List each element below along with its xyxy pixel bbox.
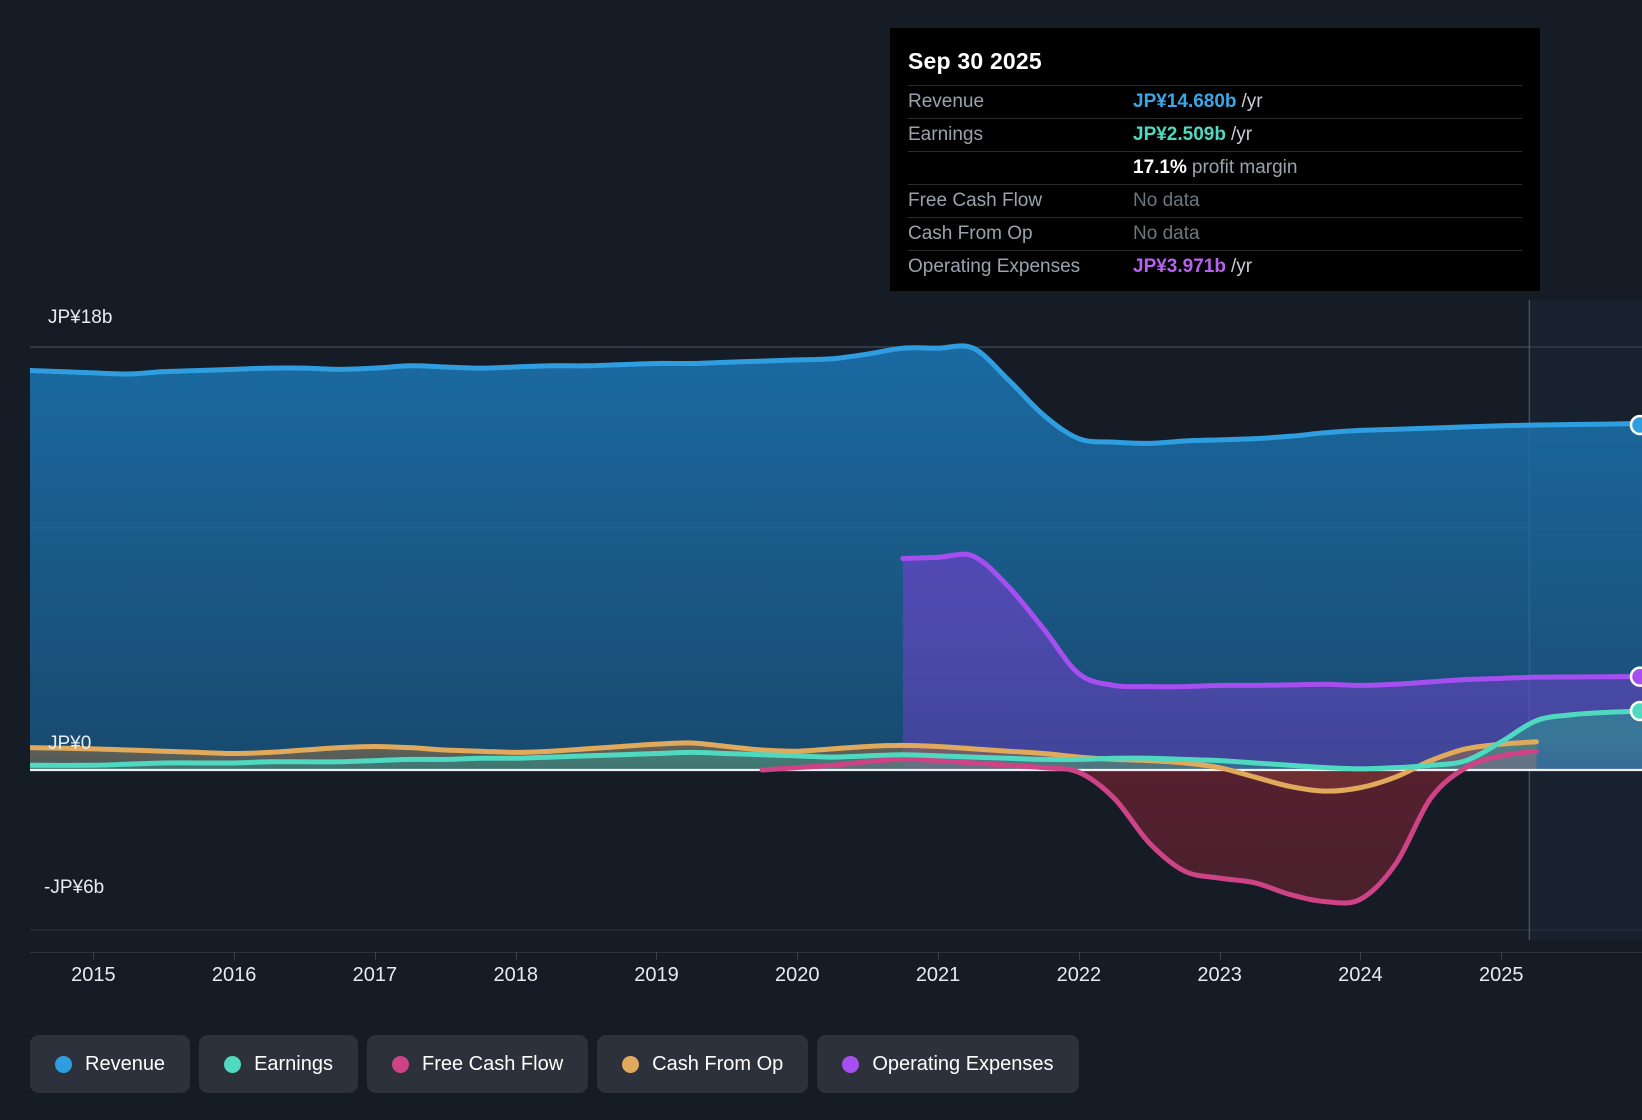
financials-tooltip: Sep 30 2025 Revenue JP¥14.680b/yr Earnings…: [890, 28, 1540, 291]
tooltip-row: Revenue JP¥14.680b/yr: [908, 85, 1522, 118]
x-axis-label: 2020: [775, 964, 820, 986]
legend-color-dot-icon: [392, 1055, 409, 1073]
tooltip-row-unit: /yr: [1230, 256, 1253, 277]
tooltip-row: Cash From Op No data: [908, 217, 1522, 250]
x-axis-tick: [1501, 952, 1503, 960]
legend-color-dot-icon: [622, 1055, 640, 1073]
tooltip-row-label: Free Cash Flow: [908, 190, 1043, 211]
financial-area-chart: [30, 300, 1642, 940]
tooltip-row-unit: profit margin: [1191, 157, 1298, 178]
x-axis-tick: [93, 952, 95, 960]
tooltip-row-value-wrap: JP¥2.509b/yr: [1133, 124, 1252, 146]
x-axis-label: 2018: [493, 964, 538, 986]
x-axis-tick: [797, 952, 799, 960]
operating-expenses-end-marker: [1629, 666, 1642, 687]
chart-plot-area: [0, 300, 1642, 960]
tooltip-row-label: Revenue: [908, 91, 985, 112]
legend-item-free-cash-flow[interactable]: Free Cash Flow: [367, 1035, 589, 1093]
x-axis-tick: [234, 952, 236, 960]
cash-from-op-line: [30, 739, 1539, 794]
earnings-end-marker: [1629, 700, 1642, 722]
tooltip-row-unit: /yr: [1241, 91, 1263, 112]
x-axis-tick: [1078, 952, 1080, 960]
tooltip-row: Operating Expenses JP¥3.971b/yr: [908, 250, 1522, 283]
x-axis-label: 2021: [915, 964, 961, 986]
x-axis-tick: [1219, 952, 1221, 960]
tooltip-row-value-wrap: JP¥14.680b/yr: [1133, 91, 1263, 113]
tooltip-row-value-wrap: No data: [1133, 190, 1200, 212]
tooltip-row-label: Earnings: [908, 124, 983, 145]
operating-expenses-line: [900, 551, 1642, 690]
x-axis: 2015 2016 2017 2018 2019 2020 2021 2022 2023 2024…: [0, 952, 1642, 998]
x-axis-tick: [1360, 952, 1362, 960]
tooltip-row-value: 17.1%: [1133, 157, 1187, 178]
free-cash-flow-line: [759, 748, 1539, 906]
tooltip-row-label: Operating Expenses: [908, 256, 1081, 277]
chart-legend: Revenue Earnings Free Cash Flow Cash From O…: [30, 1035, 1079, 1093]
x-axis-label: 2024: [1338, 964, 1383, 986]
y-axis-label-bottom: -JP¥6b: [44, 877, 105, 898]
legend-label: Revenue: [85, 1052, 166, 1075]
tooltip-rows: Revenue JP¥14.680b/yr Earnings JP¥2.509b/yr…: [908, 85, 1522, 283]
tooltip-row-value: No data: [1133, 190, 1200, 211]
tooltip-row-value: JP¥2.509b: [1133, 124, 1226, 145]
tooltip-row-value-wrap: 17.1% profit margin: [1133, 157, 1297, 179]
tooltip-row-value: JP¥14.680b: [1133, 91, 1237, 112]
x-axis-label: 2019: [634, 964, 679, 986]
x-axis-tick: [938, 952, 940, 960]
x-axis-label: 2025: [1478, 964, 1524, 986]
legend-label: Cash From Op: [652, 1052, 784, 1075]
tooltip-row-value: JP¥3.971b: [1133, 256, 1226, 277]
x-axis-label: 2023: [1197, 964, 1242, 986]
legend-label: Earnings: [254, 1052, 333, 1075]
x-axis-tick: [656, 952, 658, 960]
y-axis-label-zero: JP¥0: [48, 733, 92, 754]
tooltip-row-value: No data: [1133, 223, 1200, 244]
tooltip-date: Sep 30 2025: [908, 48, 1042, 74]
tooltip-row: 17.1% profit margin: [908, 151, 1522, 184]
x-axis-tick: [374, 952, 376, 960]
x-axis-label: 2015: [71, 964, 116, 986]
tooltip-row: Free Cash Flow No data: [908, 184, 1522, 217]
x-axis-label: 2016: [211, 964, 257, 986]
x-axis-tick: [515, 952, 517, 960]
tooltip-row: Earnings JP¥2.509b/yr: [908, 118, 1522, 151]
legend-label: Operating Expenses: [872, 1052, 1054, 1075]
legend-item-earnings[interactable]: Earnings: [199, 1035, 358, 1093]
revenue-end-marker: [1629, 414, 1642, 436]
legend-color-dot-icon: [842, 1055, 860, 1073]
legend-color-dot-icon: [224, 1055, 242, 1073]
earnings-line: [30, 708, 1642, 772]
legend-item-cash-from-op[interactable]: Cash From Op: [597, 1035, 809, 1093]
revenue-line: [30, 343, 1642, 446]
tooltip-row-value-wrap: No data: [1133, 223, 1200, 245]
x-axis-label: 2022: [1056, 964, 1102, 986]
opex-area: [902, 554, 1642, 770]
legend-label: Free Cash Flow: [422, 1052, 564, 1075]
tooltip-row-value-wrap: JP¥3.971b/yr: [1133, 256, 1252, 278]
revenue-area: [30, 345, 1642, 770]
y-axis-label-top: JP¥18b: [48, 307, 113, 328]
legend-item-revenue[interactable]: Revenue: [30, 1035, 191, 1093]
tooltip-row-unit: /yr: [1230, 124, 1253, 145]
legend-item-operating-expenses[interactable]: Operating Expenses: [817, 1035, 1079, 1093]
x-axis-line: [30, 952, 1642, 953]
legend-color-dot-icon: [55, 1055, 72, 1073]
x-axis-label: 2017: [352, 964, 398, 986]
fcf-area-negative: [762, 770, 1537, 904]
tooltip-row-label: Cash From Op: [908, 223, 1033, 244]
